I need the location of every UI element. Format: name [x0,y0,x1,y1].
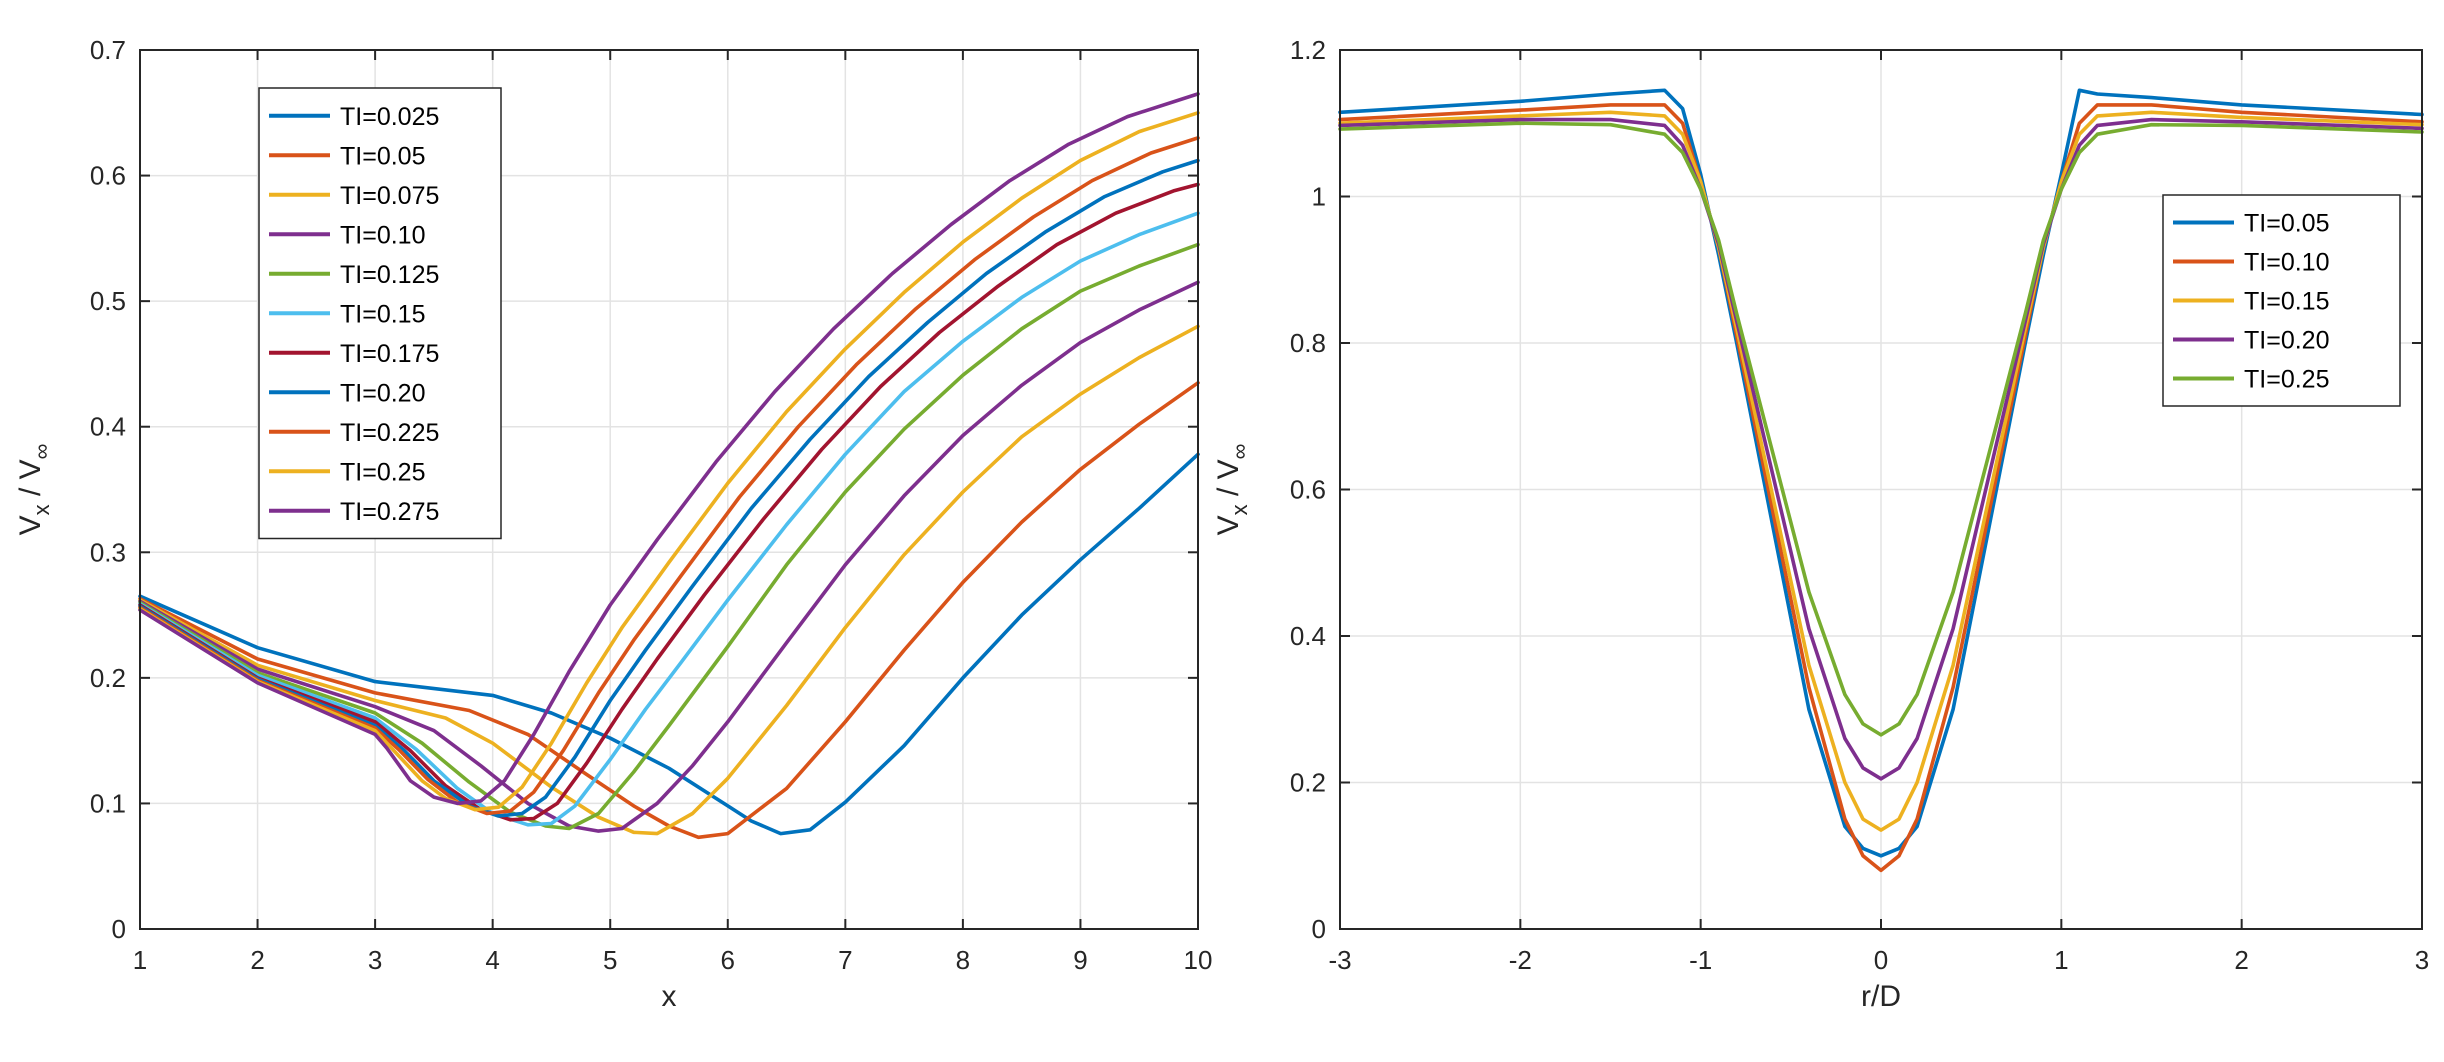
x-tick-label: 1 [133,945,147,975]
x-tick-label: 6 [721,945,735,975]
x-tick-label: 8 [956,945,970,975]
x-tick-label: -2 [1509,945,1532,975]
y-tick-label: 0.8 [1290,328,1326,358]
series-line-TI=0.225 [138,136,1200,816]
y-tick-label: 0.1 [90,788,126,818]
x-tick-label: -3 [1328,945,1351,975]
series-line-TI=0.075 [138,324,1200,836]
x-axis-label: r/D [1861,980,1901,1013]
legend: TI=0.025 TI=0.05 TI=0.075 TI=0.10 TI=0.125 TI… [258,87,502,540]
y-axis-label-subscript-inf: ∞ [29,444,54,460]
y-axis-label-v: V [14,515,47,535]
series-line-TI=0.20 [1338,117,2424,781]
series-line-TI=0.05 [1338,88,2424,858]
plot-frame [139,49,1199,930]
legend-label: TI=0.05 [2244,210,2329,238]
y-tick-label: 0.4 [1290,621,1326,651]
y-axis-label-subscript-x: x [1227,504,1252,515]
y-tick-label: 0.2 [90,663,126,693]
legend-label: TI=0.05 [340,142,425,170]
y-tick-label: 0.4 [90,412,126,442]
legend-label: TI=0.225 [340,419,439,447]
y-tick-label: 0 [1312,914,1326,944]
series-line-TI=0.125 [138,242,1200,831]
series-line-TI=0.10 [138,280,1200,833]
y-tick-label: 0.5 [90,286,126,316]
legend-label: TI=0.10 [340,221,425,249]
right-chart-panel: -3 -2 -1 0 1 2 3 0 0.2 0.4 0.6 0.8 1 1.2 r/D Vx / V∞ TI=… [1212,35,2429,1013]
x-tick-label: 2 [2234,945,2248,975]
series-line-TI=0.05 [138,380,1200,840]
legend-label: TI=0.15 [2244,288,2329,316]
legend-label: TI=0.025 [340,103,439,131]
series-line-TI=0.025 [138,452,1200,836]
series-line-TI=0.175 [138,182,1200,822]
x-tick-label: 3 [2415,945,2429,975]
legend-label: TI=0.125 [340,261,439,289]
legend-label: TI=0.10 [2244,249,2329,277]
legend-label: TI=0.15 [340,300,425,328]
y-tick-label: 0.6 [1290,475,1326,505]
x-tick-label: 9 [1073,945,1087,975]
series-line-TI=0.15 [138,211,1200,827]
series-line-TI=0.15 [1338,110,2424,832]
series-line-TI=0.275 [138,92,1200,806]
y-axis-label: Vx / V∞ [14,444,54,536]
x-tick-label: 3 [368,945,382,975]
y-axis-label-slash-v: / V [14,459,47,504]
y-tick-label: 0.7 [90,35,126,65]
series-line-TI=0.25 [138,111,1200,812]
legend-label: TI=0.25 [340,458,425,486]
x-tick-label: 10 [1184,945,1213,975]
y-tick-label: 0.6 [90,161,126,191]
legend-label: TI=0.175 [340,340,439,368]
series-line-TI=0.20 [138,158,1200,818]
legend-label: TI=0.25 [2244,366,2329,394]
x-tick-label: 7 [838,945,852,975]
x-tick-label: -1 [1689,945,1712,975]
y-tick-label: 0 [112,914,126,944]
x-tick-label: 5 [603,945,617,975]
x-axis-label: x [662,980,677,1013]
legend-label: TI=0.20 [2244,327,2329,355]
series-line-TI=0.25 [1338,121,2424,737]
y-tick-label: 0.2 [1290,768,1326,798]
y-tick-label: 1.2 [1290,35,1326,65]
x-tick-label: 4 [485,945,499,975]
y-tick-label: 0.3 [90,537,126,567]
y-axis-label-subscript-x: x [29,504,54,515]
legend: TI=0.05 TI=0.10 TI=0.15 TI=0.20 TI=0.25 [2162,194,2401,407]
x-tick-label: 2 [250,945,264,975]
x-tick-label: 1 [2054,945,2068,975]
y-axis-label: Vx / V∞ [1212,444,1252,536]
legend-label: TI=0.075 [340,182,439,210]
y-axis-label-v: V [1212,515,1245,535]
y-axis-label-subscript-inf: ∞ [1227,444,1252,460]
legend-label: TI=0.275 [340,498,439,526]
x-tick-label: 0 [1874,945,1888,975]
legend-label: TI=0.20 [340,379,425,407]
y-tick-label: 1 [1312,182,1326,212]
series-line-TI=0.10 [1338,103,2424,873]
y-axis-label-slash-v: / V [1212,459,1245,504]
